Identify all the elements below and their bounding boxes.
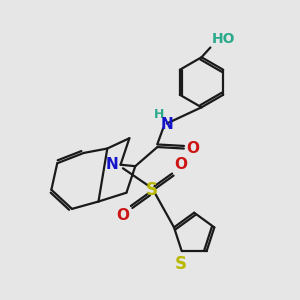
Text: O: O xyxy=(116,208,129,223)
Text: HO: HO xyxy=(212,32,235,46)
Text: S: S xyxy=(175,255,187,273)
Text: S: S xyxy=(146,181,158,199)
Text: O: O xyxy=(174,157,187,172)
Text: N: N xyxy=(160,118,173,133)
Text: N: N xyxy=(106,157,118,172)
Text: H: H xyxy=(154,108,164,122)
Text: O: O xyxy=(186,141,199,156)
